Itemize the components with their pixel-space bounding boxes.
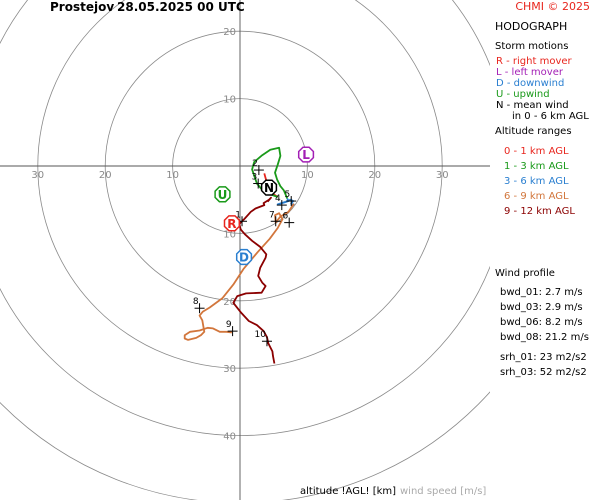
y-tick-label: 10 [223,95,236,106]
x-tick-label: 10 [166,170,179,181]
altitude-marker-label: 6 [282,212,288,222]
storm-legend-item: L - left mover [496,67,563,78]
altitude-marker-9: 9 [226,320,238,337]
altitude-marker-label: 8 [193,297,199,307]
legend-panel: CHMI © 2025 HODOGRAPH Storm motions R - … [490,0,600,500]
storm-motion-label: U [218,188,228,202]
storm-motion-R: R [223,215,241,232]
wind-profile-param: srh_01: 23 m2/s2 [500,352,587,363]
altitude-marker-4: 4 [275,194,287,211]
y-tick-label: 20 [223,27,236,38]
hodograph-segment-5 [232,196,276,364]
storm-legend-item: R - right mover [496,56,572,67]
storm-motion-L: L [297,146,315,163]
storm-legend-item: in 0 - 6 km AGL [512,111,589,122]
storm-motion-N: N [260,179,278,196]
altitude-ranges-title: Altitude ranges [495,126,572,137]
y-tick-label: 20 [223,297,236,308]
station-name: Prostejov [50,0,115,14]
y-tick-label: 10 [223,229,236,240]
x-tick-label: 30 [31,170,44,181]
storm-motion-label: N [264,181,274,195]
wind-profile-param: bwd_01: 2.7 m/s [500,287,583,298]
storm-motions-title: Storm motions [495,41,569,52]
panel-title: HODOGRAPH [495,20,568,33]
wind-profile-title: Wind profile [495,268,555,279]
storm-motion-label: L [302,148,310,162]
altitude-marker-label: 4 [275,194,281,204]
hodograph-segment-2 [251,146,289,199]
altitude-legend-item: 6 - 9 km AGL [504,191,569,202]
y-tick-label: 40 [223,432,236,443]
x-tick-label: 10 [301,170,314,181]
valid-datetime: 28.05.2025 00 UTC [117,0,245,14]
altitude-marker-label: 2 [252,159,258,169]
x-tick-label: 20 [99,170,112,181]
storm-motion-D: D [235,248,253,266]
altitude-legend-item: 3 - 6 km AGL [504,176,569,187]
wind-profile-param: bwd_03: 2.9 m/s [500,302,583,313]
altitude-marker-8: 8 [193,297,205,314]
altitude-marker-label: 1 [235,210,241,220]
storm-legend-item: U - upwind [496,89,550,100]
wind-speed-label: wind speed [m/s] [400,486,487,497]
wind-profile-param: srh_03: 52 m2/s2 [500,367,587,378]
altitude-marker-6: 6 [282,212,295,228]
altitude-marker-5: 5 [284,190,297,207]
altitude-marker-label: 5 [284,190,290,200]
storm-motion-label: D [239,250,249,264]
altitude-legend-item: 1 - 3 km AGL [504,161,569,172]
wind-profile-param: bwd_08: 21.2 m/s [500,332,589,343]
altitude-marker-7: 7 [269,210,281,227]
altitude-marker-label: 3 [251,173,257,183]
x-tick-label: 20 [368,170,381,181]
altitude-marker-10: 10 [255,330,272,347]
wind-profile-param: bwd_06: 8.2 m/s [500,317,583,328]
altitude-legend-item: 0 - 1 km AGL [504,146,569,157]
storm-motion-label: R [227,217,236,231]
axis-tick-labels: 1010202030304040302010102030 [31,27,449,443]
storm-motion-U: U [214,186,231,203]
storm-legend-item: D - downwind [496,78,565,89]
storm-motion-markers: R L D U N [214,146,315,266]
altitude-legend-item: 9 - 12 km AGL [504,206,575,217]
storm-legend-item: N - mean wind [496,100,569,111]
altitude-marker-label: 10 [255,330,267,340]
hodograph-segment-4 [183,203,295,341]
hodograph-plot: 1010202030304040302010102030 12345678910… [0,0,490,500]
altitude-marker-label: 9 [226,320,232,330]
credit-text: CHMI © 2025 [515,0,590,13]
altitude-marker-2: 2 [252,159,264,176]
y-tick-label: 30 [223,364,236,375]
x-tick-label: 30 [436,170,449,181]
altitude-marker-label: 7 [269,210,275,220]
altitude-label: altitude !AGL! [km] [300,486,397,497]
